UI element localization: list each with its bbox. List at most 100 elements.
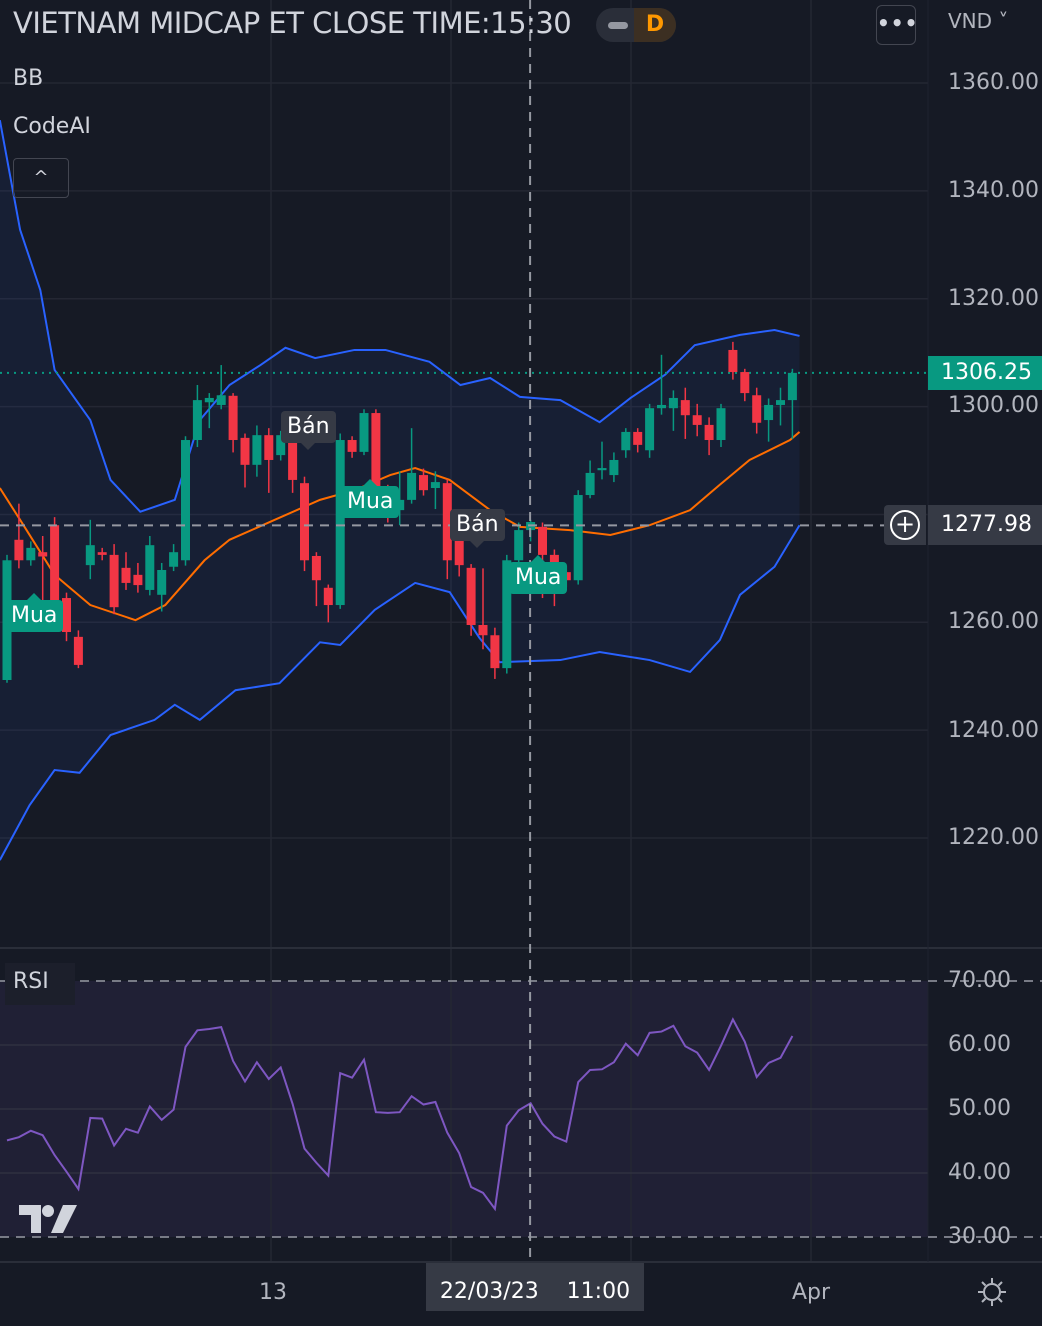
crosshair-price-label: 1277.98 xyxy=(928,505,1042,545)
symbol-title[interactable]: VIETNAM MIDCAP ET CLOSE TIME:15:30 xyxy=(13,6,572,40)
candle-body xyxy=(466,567,476,625)
candle-body xyxy=(216,395,226,405)
candle-body xyxy=(704,424,714,441)
rsi-tick: 40.00 xyxy=(948,1160,1011,1185)
candle-body xyxy=(38,552,48,557)
candle-body xyxy=(252,435,262,465)
market-status-badge[interactable]: D xyxy=(596,8,676,42)
candle-body xyxy=(62,598,71,633)
candle-body xyxy=(311,555,321,581)
rsi-tick: 30.00 xyxy=(948,1224,1011,1249)
candle-body xyxy=(121,567,131,583)
candle-body xyxy=(14,539,24,561)
price-tick: 1240.00 xyxy=(948,718,1039,743)
candle-body xyxy=(276,435,286,456)
bb-lower-line xyxy=(0,524,801,861)
candle-body xyxy=(288,435,298,480)
candle-body xyxy=(657,404,666,409)
candle-body xyxy=(478,624,488,636)
candle-body xyxy=(752,395,762,423)
candle-body xyxy=(490,635,500,669)
candle-body xyxy=(716,408,726,441)
candle-body xyxy=(133,574,143,586)
price-tick: 1300.00 xyxy=(948,393,1039,418)
collapse-legend-button[interactable]: ^ xyxy=(13,158,69,198)
candle-body xyxy=(192,400,202,441)
candle-body xyxy=(764,404,774,421)
candle-body xyxy=(514,530,524,561)
candle-body xyxy=(668,397,678,409)
candle-body xyxy=(26,547,36,561)
candle-body xyxy=(633,431,643,445)
candle-body xyxy=(597,468,607,471)
legend-bb[interactable]: BB xyxy=(13,66,44,91)
candle-body xyxy=(621,431,631,451)
buy-signal-label: Mua xyxy=(341,479,400,518)
time-tick: 13 xyxy=(259,1280,287,1305)
currency-selector[interactable]: VND ˅ xyxy=(948,9,1009,33)
candle-body xyxy=(323,587,333,606)
sell-signal-label: Bán xyxy=(281,411,336,450)
legend-codeai[interactable]: CodeAI xyxy=(13,114,91,139)
buy-signal-label: Mua xyxy=(5,593,64,632)
candle-body xyxy=(419,475,428,491)
data-delayed-badge: D xyxy=(634,8,676,42)
sell-signal-label: Bán xyxy=(450,509,505,548)
crosshair-time-label: 22/03/23 11:00 xyxy=(426,1263,644,1311)
add-alert-button[interactable]: + xyxy=(884,505,926,545)
candle-body xyxy=(740,372,750,394)
candle-body xyxy=(73,636,83,665)
candle-body xyxy=(347,440,357,452)
candle-body xyxy=(109,554,119,608)
candle-body xyxy=(538,526,547,555)
candle-body xyxy=(145,545,155,590)
candle-body xyxy=(50,525,60,606)
candle-body xyxy=(240,437,250,465)
buy-signal-label: Mua xyxy=(509,555,568,594)
candle-body xyxy=(680,400,690,416)
rsi-tick: 60.00 xyxy=(948,1032,1011,1057)
price-tick: 1360.00 xyxy=(948,70,1039,95)
candle-body xyxy=(359,413,369,452)
tradingview-logo[interactable] xyxy=(17,1203,79,1235)
price-tick: 1220.00 xyxy=(948,825,1039,850)
candle-body xyxy=(371,413,381,500)
rsi-legend[interactable]: RSI xyxy=(5,963,75,1005)
candle-body xyxy=(85,545,95,566)
candle-body xyxy=(502,560,512,669)
last-price-label: 1306.25 xyxy=(928,356,1042,390)
candle-body xyxy=(335,440,345,606)
rsi-tick: 50.00 xyxy=(948,1096,1011,1121)
candle-body xyxy=(407,472,417,500)
candle-body xyxy=(573,495,583,581)
candle-body xyxy=(609,459,619,476)
candle-body xyxy=(787,372,797,401)
rsi-line xyxy=(6,1017,794,1212)
candle-body xyxy=(442,483,452,561)
candle-body xyxy=(454,530,464,566)
candle-body xyxy=(157,569,167,595)
candle-body xyxy=(585,472,595,496)
price-tick: 1260.00 xyxy=(948,609,1039,634)
candle-body xyxy=(645,408,655,451)
candle-body xyxy=(204,397,214,403)
price-tick: 1340.00 xyxy=(948,178,1039,203)
candle-body xyxy=(300,483,309,561)
candle-body xyxy=(97,552,107,555)
time-tick: Apr xyxy=(792,1280,831,1305)
candle-body xyxy=(264,435,274,460)
bb-upper-line xyxy=(0,120,800,513)
more-options-button[interactable]: ••• xyxy=(876,5,917,45)
settings-gear-icon[interactable] xyxy=(976,1276,1008,1308)
candle-body xyxy=(728,349,738,373)
candle-body xyxy=(395,499,405,511)
candle-body xyxy=(430,482,440,489)
plus-circle-icon: + xyxy=(890,510,920,540)
candle-body xyxy=(181,440,190,561)
rsi-tick: 70.00 xyxy=(948,968,1011,993)
candle-body xyxy=(692,415,702,425)
market-closed-icon xyxy=(608,22,628,29)
chevron-up-icon: ^ xyxy=(33,167,49,188)
candle-body xyxy=(228,395,238,441)
